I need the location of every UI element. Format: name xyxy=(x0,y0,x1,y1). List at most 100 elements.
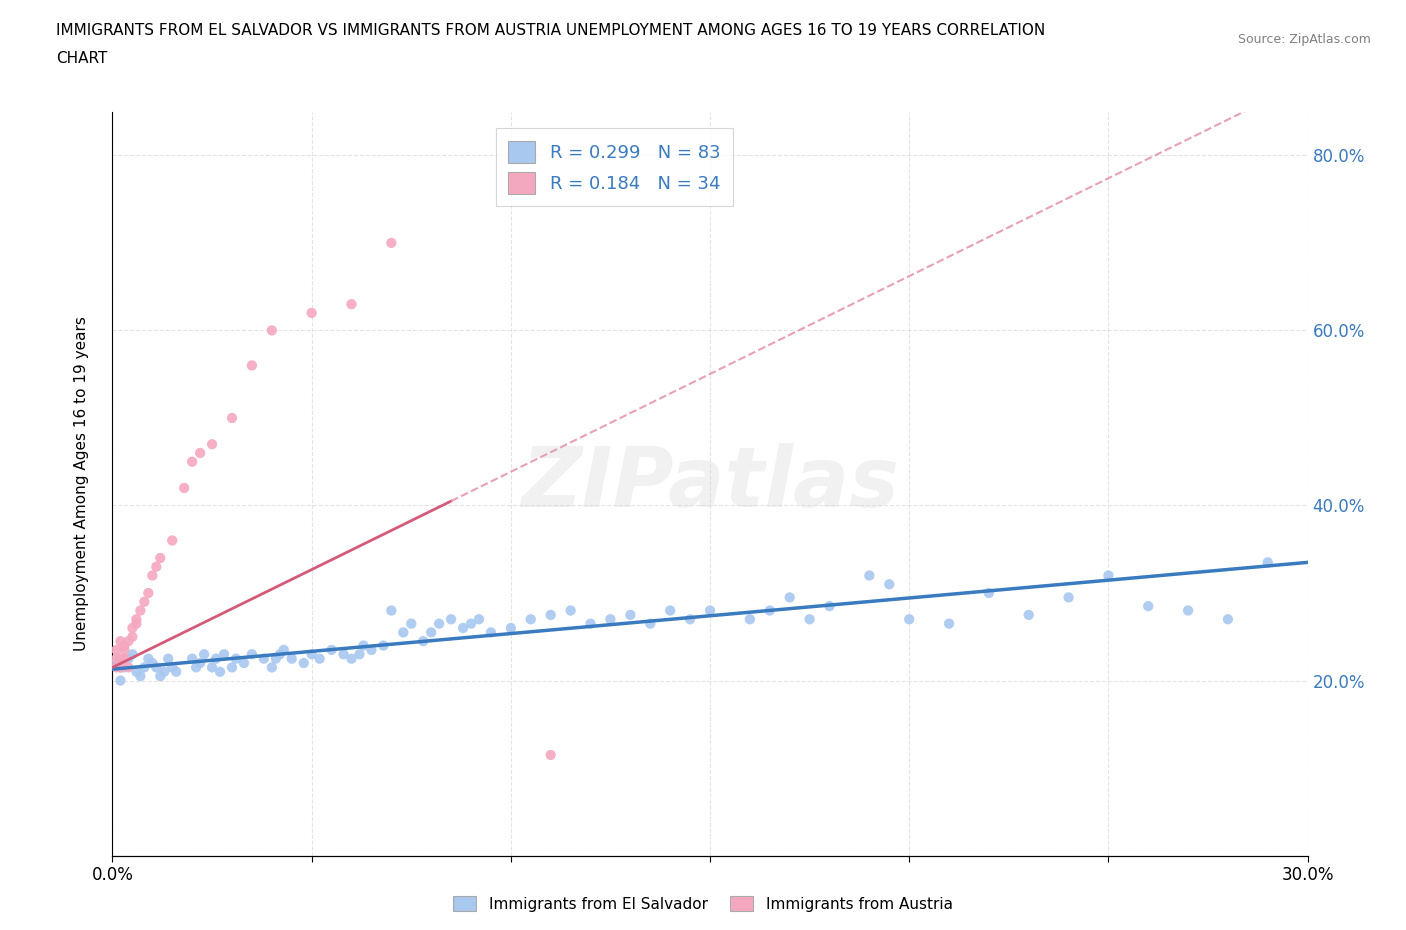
Point xyxy=(117,660,139,675)
Point xyxy=(105,656,128,671)
Point xyxy=(221,660,243,675)
Point xyxy=(188,656,211,671)
Point xyxy=(579,617,602,631)
Point xyxy=(938,617,960,631)
Point xyxy=(260,323,283,338)
Point xyxy=(157,651,180,666)
Point xyxy=(110,660,132,675)
Point xyxy=(321,643,343,658)
Point xyxy=(560,603,582,618)
Point xyxy=(105,660,128,675)
Point xyxy=(105,651,128,666)
Point xyxy=(1018,607,1040,622)
Point xyxy=(340,297,363,312)
Point xyxy=(281,651,304,666)
Point xyxy=(212,647,235,662)
Point xyxy=(308,651,330,666)
Point xyxy=(110,673,132,688)
Point xyxy=(440,612,463,627)
Text: IMMIGRANTS FROM EL SALVADOR VS IMMIGRANTS FROM AUSTRIA UNEMPLOYMENT AMONG AGES 1: IMMIGRANTS FROM EL SALVADOR VS IMMIGRANT… xyxy=(56,23,1046,38)
Point xyxy=(153,664,176,679)
Point xyxy=(353,638,375,653)
Point xyxy=(129,603,152,618)
Point xyxy=(221,410,243,425)
Point xyxy=(188,445,211,460)
Point xyxy=(499,620,522,635)
Point xyxy=(110,651,132,666)
Point xyxy=(468,612,491,627)
Point xyxy=(799,612,821,627)
Point xyxy=(201,660,224,675)
Legend: R = 0.299   N = 83, R = 0.184   N = 34: R = 0.299 N = 83, R = 0.184 N = 34 xyxy=(496,128,733,206)
Point xyxy=(138,586,160,601)
Text: Source: ZipAtlas.com: Source: ZipAtlas.com xyxy=(1237,33,1371,46)
Point xyxy=(193,647,215,662)
Point xyxy=(141,656,163,671)
Point xyxy=(659,603,682,618)
Legend: Immigrants from El Salvador, Immigrants from Austria: Immigrants from El Salvador, Immigrants … xyxy=(447,889,959,918)
Point xyxy=(240,647,263,662)
Point xyxy=(110,633,132,648)
Point xyxy=(162,660,183,675)
Point xyxy=(858,568,880,583)
Point xyxy=(121,630,143,644)
Point xyxy=(977,586,1000,601)
Point xyxy=(129,669,152,684)
Point xyxy=(412,633,434,648)
Point xyxy=(1177,603,1199,618)
Point xyxy=(540,748,562,763)
Point xyxy=(225,651,247,666)
Point xyxy=(162,533,183,548)
Point xyxy=(779,590,801,604)
Y-axis label: Unemployment Among Ages 16 to 19 years: Unemployment Among Ages 16 to 19 years xyxy=(75,316,89,651)
Point xyxy=(117,633,139,648)
Text: ZIPatlas: ZIPatlas xyxy=(522,443,898,525)
Point xyxy=(898,612,921,627)
Point xyxy=(360,643,382,658)
Point xyxy=(125,617,148,631)
Point xyxy=(479,625,502,640)
Point xyxy=(349,647,371,662)
Point xyxy=(759,603,782,618)
Point xyxy=(818,599,841,614)
Point xyxy=(114,643,135,658)
Point xyxy=(640,617,662,631)
Point xyxy=(149,551,172,565)
Point xyxy=(1097,568,1119,583)
Point xyxy=(186,660,208,675)
Point xyxy=(121,647,143,662)
Point xyxy=(301,647,323,662)
Point xyxy=(380,603,402,618)
Point xyxy=(427,617,450,631)
Point xyxy=(181,651,204,666)
Point xyxy=(679,612,702,627)
Point xyxy=(1057,590,1080,604)
Point xyxy=(240,358,263,373)
Point xyxy=(125,664,148,679)
Point xyxy=(181,454,204,469)
Point xyxy=(451,620,474,635)
Point xyxy=(738,612,761,627)
Point xyxy=(205,651,228,666)
Point xyxy=(264,651,287,666)
Point xyxy=(145,660,167,675)
Point xyxy=(1216,612,1239,627)
Point xyxy=(125,612,148,627)
Point xyxy=(201,437,224,452)
Text: CHART: CHART xyxy=(56,51,108,66)
Point xyxy=(269,647,291,662)
Point xyxy=(340,651,363,666)
Point xyxy=(110,660,132,675)
Point xyxy=(141,568,163,583)
Point xyxy=(209,664,232,679)
Point xyxy=(380,235,402,250)
Point xyxy=(117,651,139,666)
Point xyxy=(114,651,135,666)
Point xyxy=(292,656,315,671)
Point xyxy=(114,638,135,653)
Point xyxy=(114,660,135,675)
Point xyxy=(105,643,128,658)
Point xyxy=(401,617,423,631)
Point xyxy=(149,669,172,684)
Point xyxy=(138,651,160,666)
